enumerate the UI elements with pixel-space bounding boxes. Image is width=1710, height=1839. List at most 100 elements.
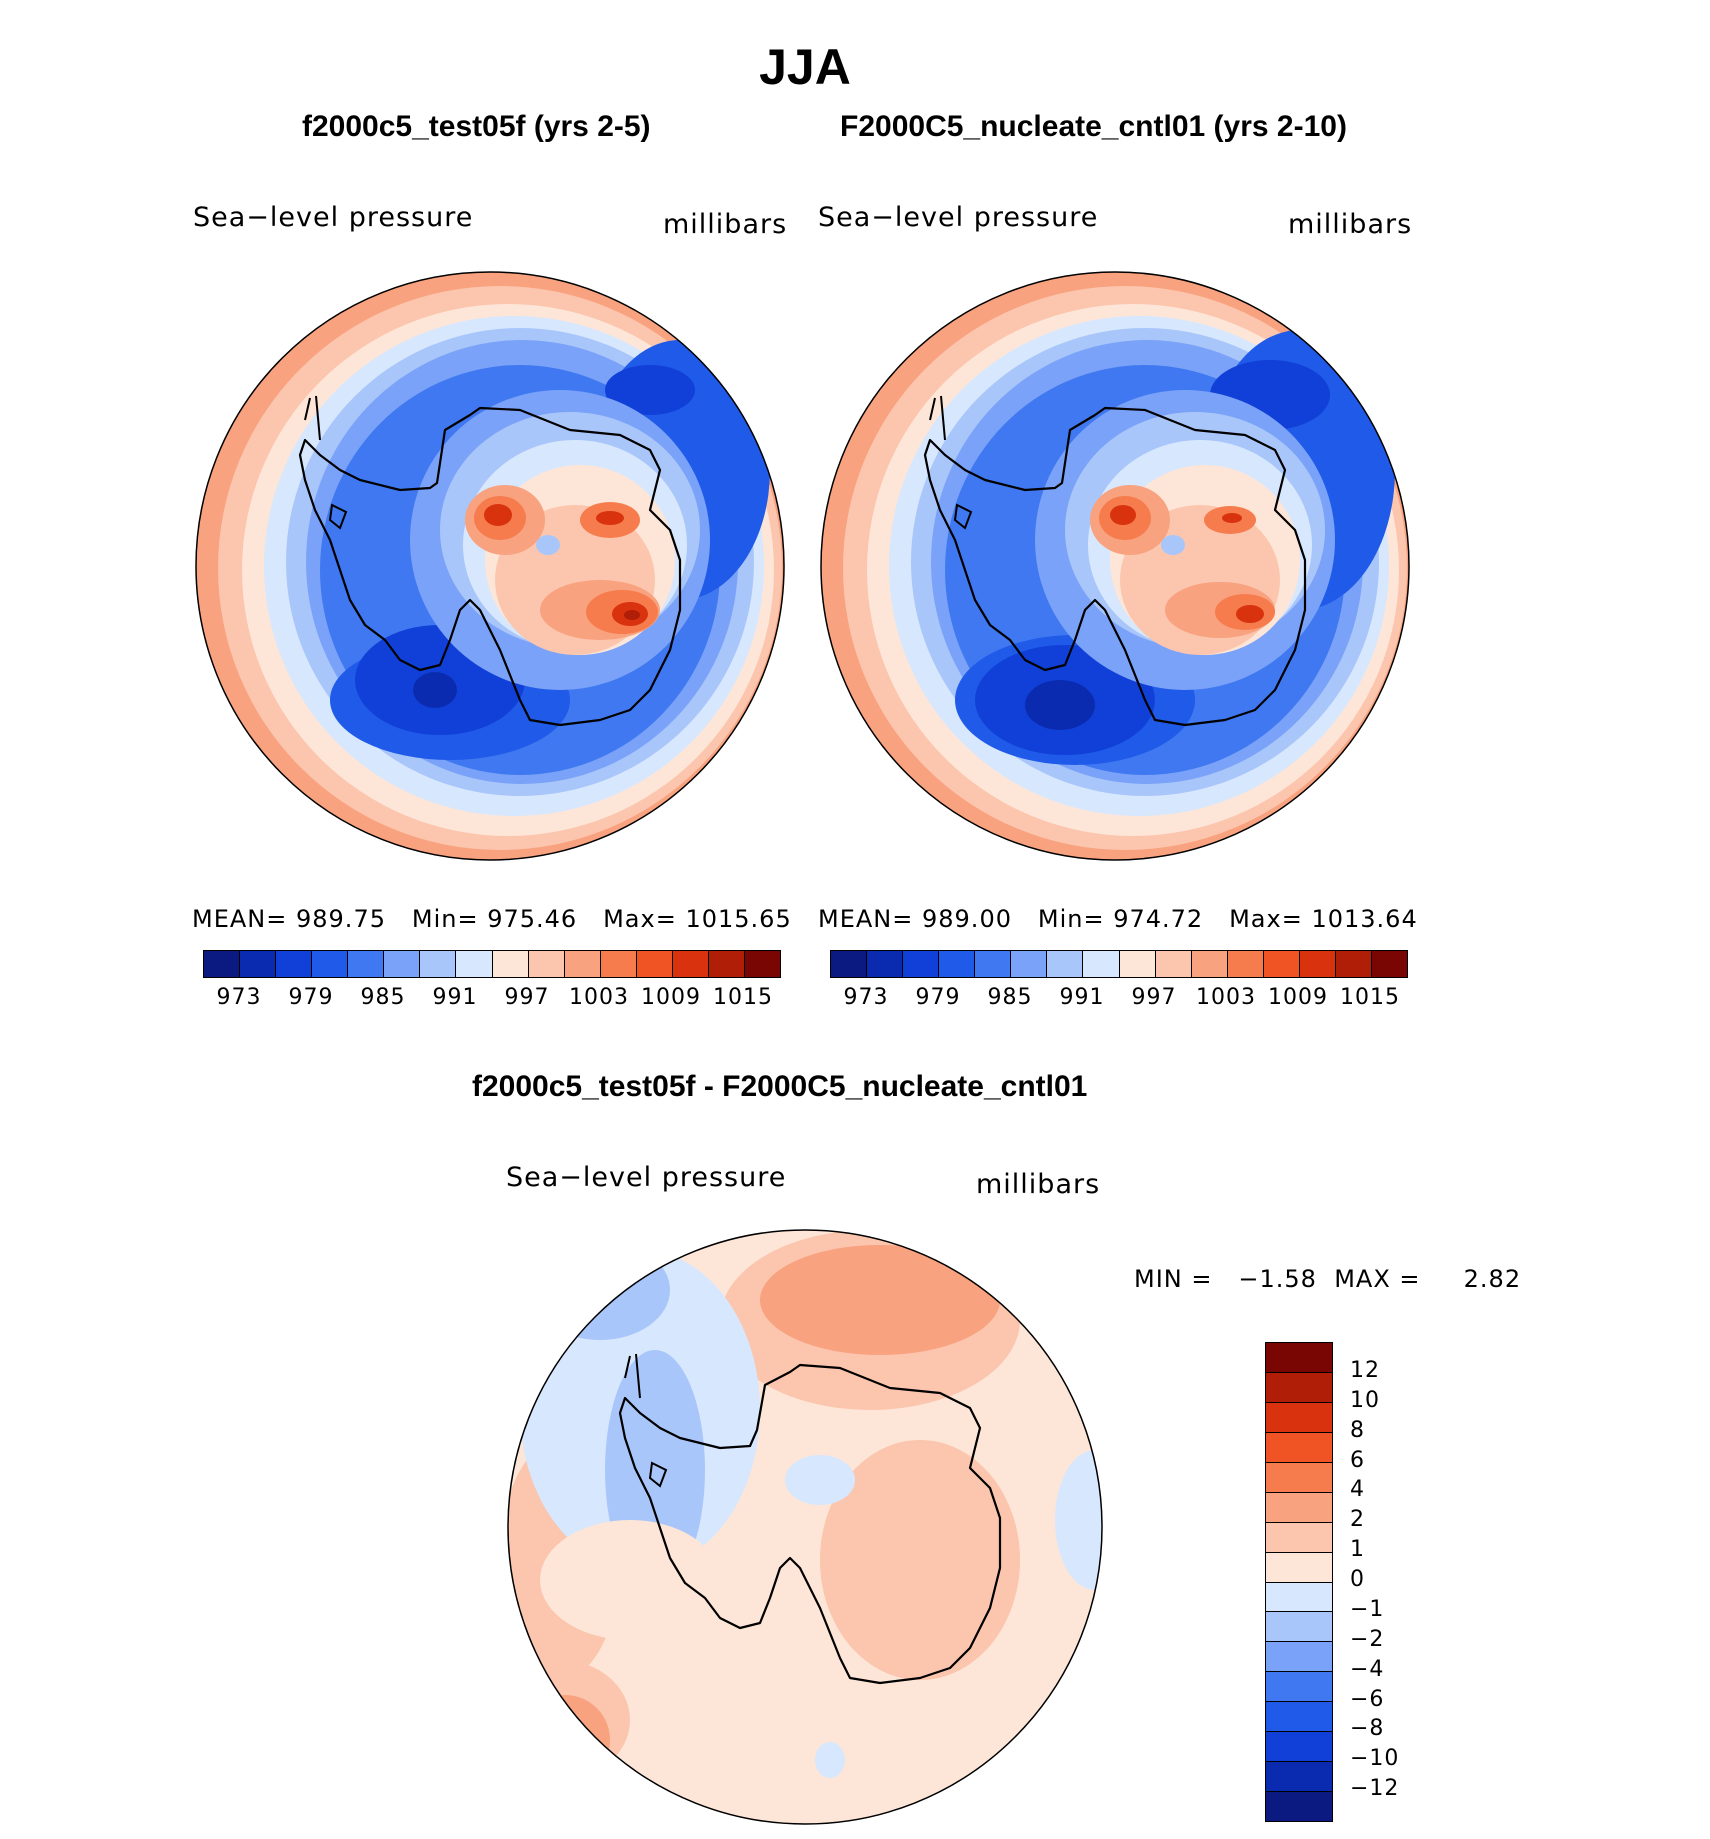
colorbar-tick-label: 979 — [288, 985, 334, 1010]
colorbar-swatch — [831, 951, 868, 977]
left-max-label: Max= — [603, 905, 677, 933]
colorbar-swatch — [528, 951, 565, 977]
colorbar-swatch — [708, 951, 745, 977]
right-units-label: millibars — [1288, 209, 1413, 240]
colorbar-swatch — [240, 951, 277, 977]
colorbar-tick-label: 1009 — [1268, 985, 1328, 1010]
colorbar-swatch — [672, 951, 709, 977]
diff-panel-title: f2000c5_test05f - F2000C5_nucleate_cntl0… — [472, 1070, 1088, 1103]
colorbar-tick-label: −8 — [1350, 1716, 1385, 1742]
diff-antarctica-coastline — [618, 1363, 1002, 1685]
colorbar-swatch — [600, 951, 637, 977]
colorbar-tick-label: 991 — [1059, 985, 1105, 1010]
colorbar-tick-label: 985 — [987, 985, 1033, 1010]
colorbar-swatch — [1335, 951, 1372, 977]
left-min-label: Min= — [411, 905, 479, 933]
colorbar-swatch — [348, 951, 385, 977]
colorbar-swatch — [1263, 951, 1300, 977]
colorbar-tick-label: 991 — [432, 985, 478, 1010]
colorbar-tick-label: 1 — [1350, 1537, 1365, 1563]
colorbar-swatch — [1047, 951, 1084, 977]
colorbar-tick-label: 1003 — [569, 985, 629, 1010]
colorbar-swatch — [1266, 1492, 1332, 1523]
left-antarctica-coastline — [298, 406, 682, 727]
colorbar-tick-label: 973 — [216, 985, 262, 1010]
left-variable-label: Sea−level pressure — [193, 202, 474, 233]
colorbar-swatch — [1266, 1672, 1332, 1703]
colorbar-swatch — [975, 951, 1012, 977]
colorbar-swatch — [903, 951, 940, 977]
colorbar-swatch — [636, 951, 673, 977]
left-colorbar — [203, 950, 781, 978]
left-panel-title: f2000c5_test05f (yrs 2-5) — [302, 110, 651, 143]
colorbar-swatch — [312, 951, 349, 977]
colorbar-swatch — [456, 951, 493, 977]
colorbar-swatch — [1266, 1762, 1332, 1793]
right-stats: MEAN= 989.00 Min= 974.72 Max= 1013.64 — [818, 905, 1418, 933]
diff-max-label: MAX = — [1334, 1265, 1421, 1293]
colorbar-swatch — [1266, 1522, 1332, 1553]
colorbar-tick-label: 2 — [1350, 1507, 1365, 1533]
colorbar-swatch — [276, 951, 313, 977]
left-max-value: 1015.65 — [685, 905, 792, 933]
colorbar-swatch — [1011, 951, 1048, 977]
colorbar-swatch — [1266, 1702, 1332, 1733]
colorbar-tick-label: −6 — [1350, 1686, 1385, 1712]
diff-min-label: MIN = — [1134, 1265, 1213, 1293]
right-colorbar — [830, 950, 1408, 978]
colorbar-tick-label: 1015 — [1340, 985, 1400, 1010]
colorbar-tick-label: −2 — [1350, 1626, 1385, 1652]
left-mean-label: MEAN= — [192, 905, 288, 933]
diff-max-value: 2.82 — [1463, 1265, 1522, 1293]
colorbar-swatch — [1266, 1792, 1332, 1821]
colorbar-swatch — [420, 951, 457, 977]
colorbar-swatch — [492, 951, 529, 977]
colorbar-tick-label: 0 — [1350, 1567, 1365, 1592]
colorbar-swatch — [1266, 1552, 1332, 1583]
right-min-value: 974.72 — [1113, 905, 1204, 933]
right-mean-label: MEAN= — [818, 905, 914, 933]
colorbar-swatch — [564, 951, 601, 977]
colorbar-swatch — [1083, 951, 1120, 977]
colorbar-swatch — [1299, 951, 1336, 977]
colorbar-swatch — [1227, 951, 1264, 977]
left-mean-value: 989.75 — [296, 905, 386, 933]
colorbar-tick-label: 1015 — [713, 985, 773, 1010]
colorbar-swatch — [1155, 951, 1192, 977]
colorbar-swatch — [1266, 1732, 1332, 1763]
colorbar-tick-label: −4 — [1350, 1656, 1385, 1682]
colorbar-tick-label: 1009 — [641, 985, 701, 1010]
diff-min-value: −1.58 — [1238, 1265, 1317, 1293]
colorbar-swatch — [1266, 1642, 1332, 1673]
colorbar-swatch — [1191, 951, 1228, 977]
colorbar-swatch — [1371, 951, 1407, 977]
right-panel-title: F2000C5_nucleate_cntl01 (yrs 2-10) — [840, 110, 1347, 143]
colorbar-tick-label: −1 — [1350, 1596, 1385, 1622]
colorbar-swatch — [1266, 1372, 1332, 1403]
right-min-label: Min= — [1037, 905, 1105, 933]
colorbar-swatch — [867, 951, 904, 977]
colorbar-tick-label: 1003 — [1196, 985, 1256, 1010]
diff-colorbar — [1265, 1342, 1333, 1822]
colorbar-tick-label: 997 — [504, 985, 550, 1010]
colorbar-tick-label: 8 — [1350, 1417, 1365, 1443]
colorbar-swatch — [204, 951, 241, 977]
colorbar-swatch — [1266, 1582, 1332, 1613]
colorbar-tick-label: 997 — [1131, 985, 1177, 1010]
colorbar-swatch — [1119, 951, 1156, 977]
diff-stats: MIN = −1.58 MAX = 2.82 — [1134, 1265, 1521, 1293]
colorbar-swatch — [1266, 1462, 1332, 1493]
colorbar-tick-label: −12 — [1350, 1776, 1400, 1802]
right-mean-value: 989.00 — [922, 905, 1012, 933]
figure-title: JJA — [759, 39, 851, 95]
colorbar-tick-label: 979 — [915, 985, 961, 1010]
colorbar-swatch — [384, 951, 421, 977]
left-units-label: millibars — [663, 209, 788, 240]
colorbar-swatch — [1266, 1432, 1332, 1463]
colorbar-tick-label: 12 — [1350, 1357, 1380, 1383]
colorbar-swatch — [744, 951, 780, 977]
left-stats: MEAN= 989.75 Min= 975.46 Max= 1015.65 — [192, 905, 792, 933]
colorbar-tick-label: 4 — [1350, 1477, 1365, 1503]
colorbar-tick-label: 6 — [1350, 1447, 1365, 1473]
